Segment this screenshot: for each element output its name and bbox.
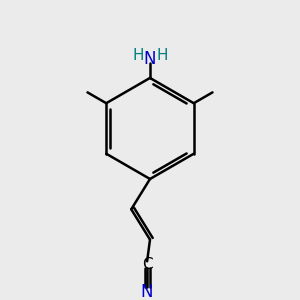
Text: N: N	[141, 283, 153, 300]
Text: H: H	[156, 48, 168, 63]
Text: C: C	[142, 257, 152, 272]
Text: N: N	[144, 50, 156, 68]
Text: H: H	[132, 48, 144, 63]
